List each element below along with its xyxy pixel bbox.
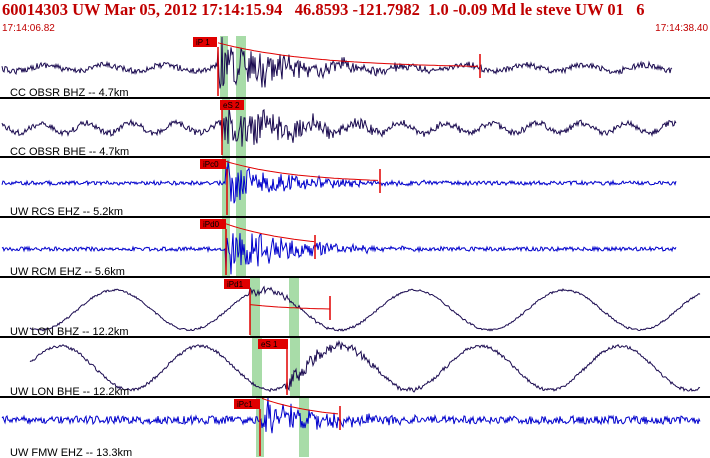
pick-box <box>200 159 226 169</box>
station-label: CC OBSR BHZ -- 4.7km <box>10 87 129 99</box>
pick-label: iPd0 <box>203 220 220 229</box>
pick-box <box>258 339 288 349</box>
analysis-window <box>222 158 230 216</box>
analysis-window <box>220 36 228 97</box>
waveform-trace <box>1 397 701 434</box>
station-label: UW RCS EHZ -- 5.2km <box>10 206 123 218</box>
station-label: UW LON BHE -- 12.2km <box>10 386 129 398</box>
pick-box <box>224 279 250 289</box>
analysis-window <box>290 338 300 396</box>
station-label: UW FMW EHZ -- 13.3km <box>10 447 132 458</box>
station-label: UW LON BHZ -- 12.2km <box>10 326 129 338</box>
coda-fit-curve <box>217 42 479 67</box>
start-time: 17:14:06.82 <box>2 23 55 34</box>
pick-label: eS 1 <box>261 340 278 349</box>
end-time: 17:14:38.40 <box>655 23 708 34</box>
pick-label: iPd1 <box>227 280 244 289</box>
pick-label: iPc0 <box>203 160 219 169</box>
waveform-trace <box>1 233 677 275</box>
waveform-trace <box>1 106 677 147</box>
waveform-trace <box>1 160 677 204</box>
analysis-window <box>289 278 299 336</box>
pick-label: iPc1 <box>237 400 253 409</box>
pick-label: eS 2 <box>223 101 240 110</box>
pick-box <box>220 100 244 110</box>
waveform-trace <box>29 339 701 393</box>
event-header: 60014303 UW Mar 05, 2012 17:14:15.94 46.… <box>2 0 645 19</box>
analysis-window <box>250 278 260 336</box>
coda-fit-curve <box>225 223 315 243</box>
pick-label: iP 1 <box>196 38 210 47</box>
waveform-trace <box>29 285 701 332</box>
coda-fit-curve <box>261 397 339 415</box>
analysis-window <box>236 36 246 97</box>
coda-fit-curve <box>225 160 379 181</box>
pick-box <box>193 37 217 47</box>
pick-box <box>200 219 226 229</box>
station-label: CC OBSR BHE -- 4.7km <box>10 146 129 158</box>
waveform-trace <box>1 36 673 89</box>
analysis-window <box>236 218 246 276</box>
analysis-window <box>252 338 262 396</box>
coda-fit-curve <box>249 304 331 310</box>
station-label: UW RCM EHZ -- 5.6km <box>10 266 125 278</box>
analysis-window <box>236 158 246 216</box>
pick-box <box>234 399 260 409</box>
analysis-window <box>299 398 309 457</box>
